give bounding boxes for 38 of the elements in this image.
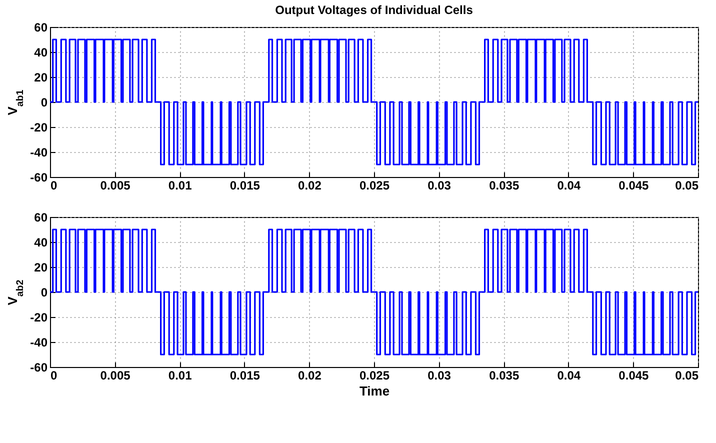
- y-tick-label: -60: [30, 170, 48, 184]
- y-tick-label: -20: [30, 310, 48, 324]
- x-tick-label: 0.035: [489, 178, 520, 192]
- x-tick-label: 0.04: [557, 368, 581, 382]
- x-tick-label: 0.045: [618, 368, 650, 382]
- x-tick-label: 0: [50, 178, 58, 192]
- x-tick-label: 0.03: [428, 178, 452, 192]
- x-tick-label: 0.015: [230, 368, 260, 382]
- x-tick-label: 0.015: [230, 178, 260, 192]
- y-tick-label: 60: [34, 210, 48, 224]
- y-tick-label: -20: [30, 120, 48, 134]
- x-tick-label: 0.045: [618, 178, 650, 192]
- y-tick-label: 60: [34, 20, 48, 34]
- y-tick-label: 40: [34, 236, 48, 250]
- y-tick-label: -40: [30, 336, 48, 350]
- y-tick-label: 20: [34, 260, 48, 274]
- x-tick-label: 0.025: [359, 178, 390, 192]
- x-axis-title: Time: [359, 384, 390, 398]
- x-tick-label: 0.005: [100, 368, 131, 382]
- x-tick-label: 0.02: [298, 178, 322, 192]
- x-tick-label: 0.005: [100, 178, 131, 192]
- y-tick-label: 40: [34, 46, 48, 60]
- chart-title: Output Voltages of Individual Cells: [275, 3, 474, 17]
- y-tick-label: -40: [30, 146, 48, 160]
- x-tick-label: 0.035: [489, 368, 520, 382]
- y-tick-label: -60: [30, 360, 48, 374]
- x-tick-label: 0.025: [359, 368, 390, 382]
- x-tick-label: 0.04: [557, 178, 581, 192]
- y-tick-label: 0: [40, 96, 48, 110]
- x-tick-label: 0.01: [168, 368, 192, 382]
- x-tick-label: 0.01: [168, 178, 192, 192]
- y-tick-label: 20: [34, 70, 48, 84]
- x-tick-label: 0.05: [675, 368, 699, 382]
- y-tick-label: 0: [40, 286, 48, 300]
- x-tick-label: 0: [50, 368, 58, 382]
- x-tick-label: 0.02: [298, 368, 322, 382]
- x-tick-label: 0.05: [675, 178, 699, 192]
- x-tick-label: 0.03: [428, 368, 452, 382]
